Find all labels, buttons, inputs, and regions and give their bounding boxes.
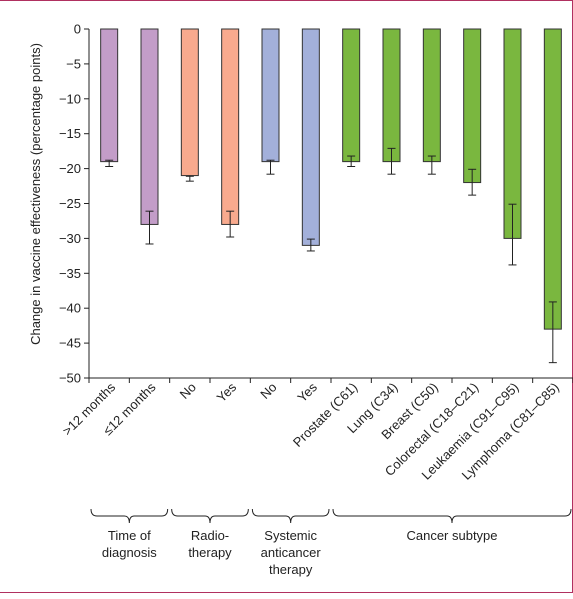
y-tick-label: −15 <box>59 126 81 141</box>
bars <box>100 28 562 330</box>
y-tick-label: −25 <box>59 196 81 211</box>
y-axis: 0 −5 −10 −15 −20 −25 −30 −35 −40 −45 −50 <box>59 22 90 386</box>
y-tick-label: −10 <box>59 91 81 106</box>
y-tick-label: −40 <box>59 301 81 316</box>
group-label: Systemic <box>264 528 317 543</box>
bar <box>221 28 240 225</box>
y-tick-label: −50 <box>59 371 81 386</box>
group-label: Time of <box>108 528 151 543</box>
y-axis-title-group: Change in vaccine effectiveness (percent… <box>28 43 43 345</box>
bar <box>140 28 159 225</box>
group-brace <box>332 508 572 524</box>
group-label: anticancer <box>261 545 322 560</box>
x-tick-label: No <box>177 380 199 402</box>
group-label: Radio- <box>191 528 229 543</box>
bar <box>100 28 119 163</box>
bar <box>261 28 280 163</box>
y-tick-label: −20 <box>59 161 81 176</box>
bar <box>342 28 361 163</box>
y-tick-label: 0 <box>74 22 81 37</box>
bar <box>382 28 401 163</box>
y-tick-label: −30 <box>59 231 81 246</box>
category-groups: Time of diagnosis Radio-therapy Systemic ant… <box>90 508 572 577</box>
group-label: diagnosis <box>102 545 157 560</box>
bar <box>422 28 441 163</box>
x-tick-label: Yes <box>214 379 240 405</box>
bar <box>543 28 562 330</box>
group-brace <box>251 508 330 524</box>
y-tick-label: −5 <box>66 56 81 71</box>
group-label: therapy <box>188 545 232 560</box>
y-tick-label: −45 <box>59 336 81 351</box>
group-brace <box>90 508 169 524</box>
group-label: Cancer subtype <box>406 528 497 543</box>
x-tick-label: Yes <box>294 379 320 405</box>
bar <box>180 28 199 177</box>
bar <box>301 28 320 246</box>
bar <box>463 28 482 184</box>
y-tick-label: −35 <box>59 266 81 281</box>
error-bars <box>105 147 557 364</box>
group-label: therapy <box>269 562 313 577</box>
x-tick-label: No <box>257 380 279 402</box>
y-axis-label: Change in vaccine effectiveness (percent… <box>28 43 43 345</box>
group-brace <box>171 508 249 524</box>
